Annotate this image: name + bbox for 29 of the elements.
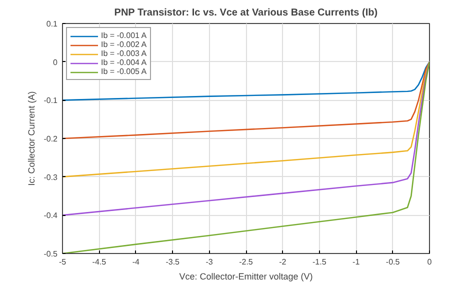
line-series — [62, 61, 430, 101]
x-tick-label: -1 — [352, 258, 360, 266]
y-tick-label: -0.4 — [44, 211, 58, 220]
x-tick-label: -4 — [132, 258, 140, 266]
y-tick-label: -0.5 — [44, 250, 58, 258]
y-tick-label: -0.3 — [44, 172, 58, 182]
x-tick-label: -5 — [58, 258, 67, 266]
legend-label: Ib = -0.004 A — [101, 58, 147, 67]
x-tick-label: -4.5 — [92, 258, 107, 266]
x-tick-label: 0 — [427, 258, 432, 266]
y-axis-title: Ic: Collector Current (A) — [26, 91, 37, 186]
y-tick-label: -0.2 — [44, 134, 58, 144]
line-series — [62, 61, 430, 178]
legend-label: Ib = -0.005 A — [101, 67, 147, 76]
x-axis-title: Vce: Collector-Emitter voltage (V) — [179, 272, 313, 282]
legend-label: Ib = -0.001 A — [101, 31, 147, 40]
y-tick-label: 0.1 — [46, 20, 58, 28]
line-series — [62, 61, 430, 140]
x-tick-label: -2 — [279, 258, 287, 266]
x-tick-label: -3 — [206, 258, 214, 266]
x-tick-label: -3.5 — [166, 258, 180, 266]
legend-label: Ib = -0.003 A — [101, 49, 147, 58]
x-tick-label: -0.5 — [386, 258, 400, 266]
legend-label: Ib = -0.002 A — [101, 40, 147, 49]
y-tick-label: -0.1 — [44, 96, 58, 106]
x-tick-label: -1.5 — [312, 258, 327, 266]
chart-title: PNP Transistor: Ic vs. Vce at Various Base Currents (Ib) — [114, 8, 378, 18]
x-tick-label: -2.5 — [239, 258, 254, 266]
y-tick-label: 0 — [53, 58, 58, 67]
